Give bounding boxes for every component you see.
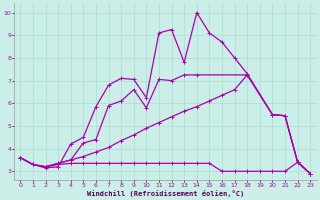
X-axis label: Windchill (Refroidissement éolien,°C): Windchill (Refroidissement éolien,°C) <box>87 190 244 197</box>
